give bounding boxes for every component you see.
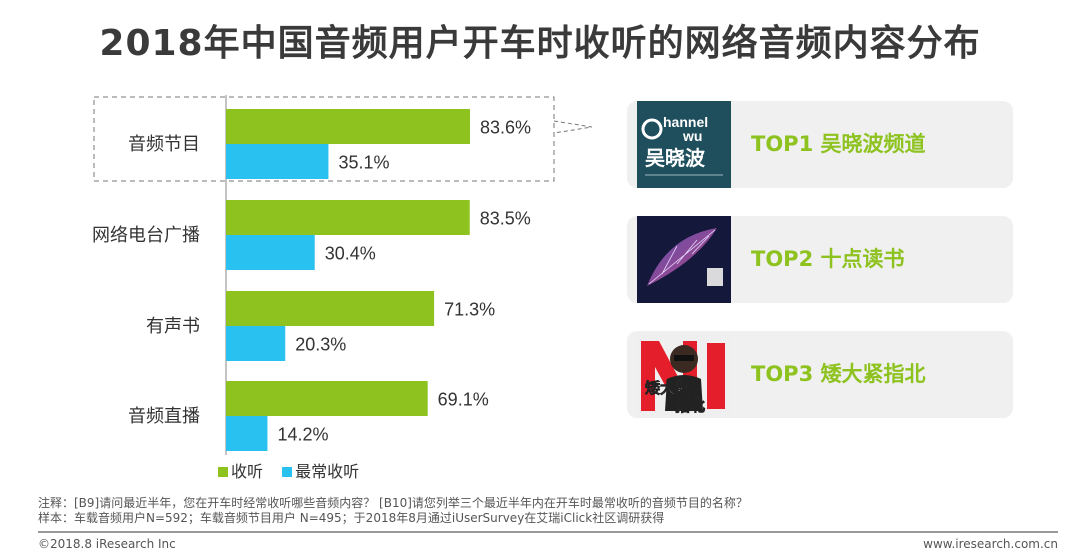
top3-label: TOP3 矮大紧指北 bbox=[751, 362, 926, 386]
footer-divider bbox=[38, 531, 1058, 533]
data-label: 30.4% bbox=[325, 244, 376, 264]
copyright: ©2018.8 iResearch Inc bbox=[38, 537, 176, 551]
category-label: 音频直播 bbox=[128, 406, 200, 427]
data-label: 35.1% bbox=[338, 153, 389, 173]
highlight-callout bbox=[553, 120, 593, 134]
category-label: 音频节目 bbox=[128, 134, 200, 155]
svg-text:wu: wu bbox=[682, 128, 702, 144]
svg-text:指北: 指北 bbox=[675, 397, 705, 415]
legend-label: 收听 bbox=[231, 462, 264, 481]
bar bbox=[226, 109, 470, 144]
chart-legend: 收听 最常收听 bbox=[218, 458, 373, 482]
note-sample: 样本：车载音频用户N=592；车载音频节目用户 N=495；于2018年8月通过… bbox=[38, 511, 665, 525]
category-label: 网络电台广播 bbox=[92, 225, 200, 246]
bar bbox=[226, 416, 268, 451]
note-question: 注释：[B9]请问最近半年，您在开车时经常收听哪些音频内容？ [B10]请您列举… bbox=[38, 496, 748, 510]
svg-text:吴晓波: 吴晓波 bbox=[645, 146, 706, 170]
data-label: 83.5% bbox=[480, 209, 531, 229]
aidajin-zhibei-cover-icon: 矮大紧 指北 bbox=[637, 331, 731, 418]
data-label: 20.3% bbox=[295, 335, 346, 355]
shidian-dushu-cover-icon bbox=[637, 216, 731, 303]
svg-text:矮大紧: 矮大紧 bbox=[645, 379, 690, 397]
chart-notes: 注释：[B9]请问最近半年，您在开车时经常收听哪些音频内容？ [B10]请您列举… bbox=[38, 496, 748, 526]
top1-label: TOP1 吴晓波频道 bbox=[751, 132, 926, 156]
wuxiaobo-channel-logo-icon: hannel wu 吴晓波 bbox=[637, 101, 731, 188]
top3-card: 矮大紧 指北 TOP3 矮大紧指北 bbox=[627, 331, 1013, 418]
bar bbox=[226, 381, 428, 416]
bar bbox=[226, 326, 286, 361]
page-title: 2018年中国音频用户开车时收听的网络音频内容分布 bbox=[99, 23, 981, 64]
legend-swatch-most-listen bbox=[282, 467, 293, 477]
data-label: 71.3% bbox=[444, 300, 495, 320]
top2-label: TOP2 十点读书 bbox=[751, 247, 905, 271]
top2-card: TOP2 十点读书 bbox=[627, 216, 1013, 303]
bar bbox=[226, 144, 329, 179]
website: www.iresearch.com.cn bbox=[923, 537, 1058, 551]
legend-swatch-listen bbox=[218, 467, 228, 477]
data-label: 14.2% bbox=[277, 425, 328, 445]
legend-item-most-listen: 最常收听 bbox=[282, 458, 359, 482]
bar bbox=[226, 235, 315, 270]
category-label: 有声书 bbox=[146, 316, 200, 337]
svg-text:hannel: hannel bbox=[663, 114, 708, 130]
data-label: 83.6% bbox=[480, 118, 531, 138]
legend-item-listen: 收听 bbox=[218, 458, 263, 482]
bar bbox=[226, 291, 435, 326]
data-label: 69.1% bbox=[438, 390, 489, 410]
top1-card: hannel wu 吴晓波 TOP1 吴晓波频道 bbox=[627, 101, 1013, 188]
highlight-box bbox=[93, 96, 555, 182]
legend-label: 最常收听 bbox=[295, 462, 360, 481]
bar bbox=[226, 200, 470, 235]
